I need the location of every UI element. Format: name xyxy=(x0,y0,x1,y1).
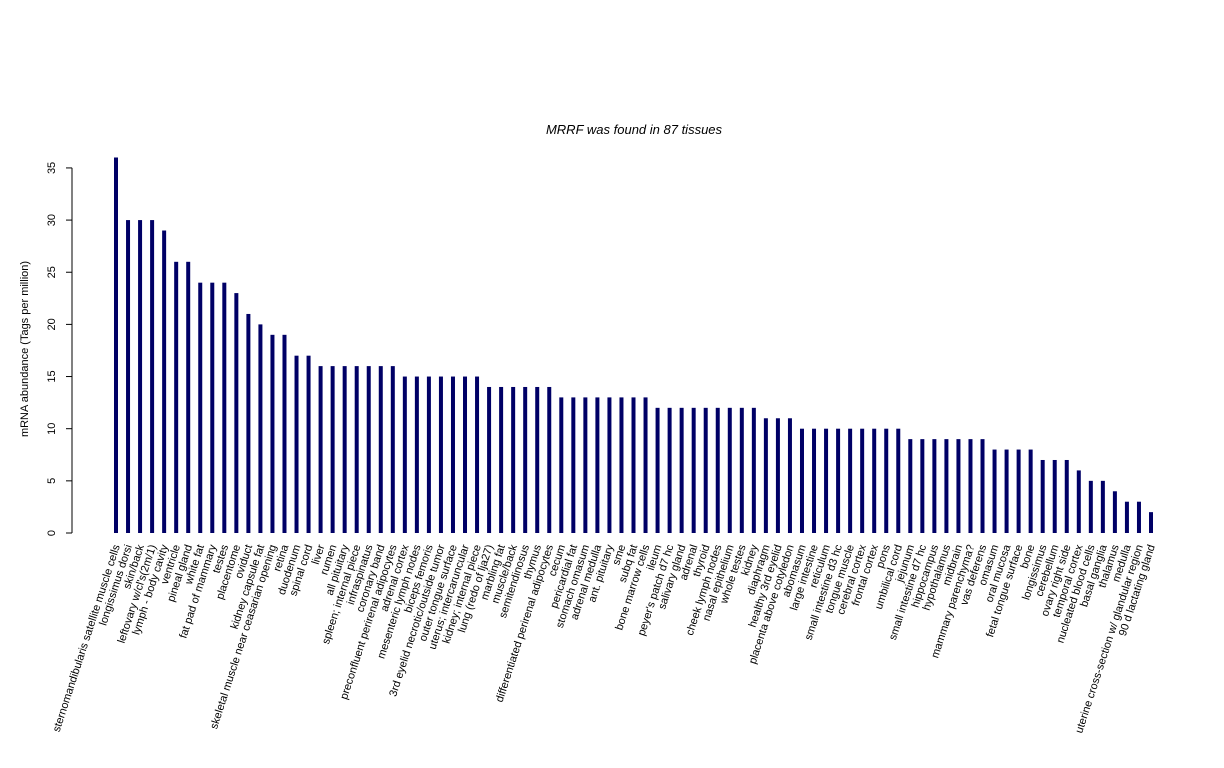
bar xyxy=(992,449,997,533)
bar xyxy=(1112,491,1117,533)
bar xyxy=(138,220,143,534)
bar xyxy=(378,366,383,533)
bar xyxy=(703,407,708,533)
bar xyxy=(535,386,540,533)
bar xyxy=(282,334,287,533)
bar xyxy=(366,366,371,533)
bar xyxy=(583,397,588,533)
bar xyxy=(944,439,949,533)
bar xyxy=(775,418,780,533)
bar xyxy=(607,397,612,533)
bar xyxy=(619,397,624,533)
bar xyxy=(246,313,251,533)
bar xyxy=(294,355,299,533)
bar xyxy=(860,428,865,533)
bar xyxy=(342,366,347,533)
bar xyxy=(679,407,684,533)
bar xyxy=(932,439,937,533)
bar xyxy=(643,397,648,533)
bar xyxy=(595,397,600,533)
bar xyxy=(1136,501,1141,533)
bar xyxy=(1064,459,1069,533)
y-tick-label: 20 xyxy=(46,318,58,330)
bar xyxy=(330,366,335,533)
y-tick-label: 25 xyxy=(46,266,58,278)
bar xyxy=(980,439,985,533)
bar xyxy=(787,418,792,533)
bar xyxy=(487,386,492,533)
bar xyxy=(390,366,395,533)
bar xyxy=(402,376,407,533)
bar xyxy=(799,428,804,533)
bar xyxy=(150,220,155,534)
y-tick-label: 0 xyxy=(46,530,58,536)
y-tick-label: 5 xyxy=(46,478,58,484)
bar xyxy=(1052,459,1057,533)
bar xyxy=(884,428,889,533)
bar xyxy=(631,397,636,533)
bar xyxy=(872,428,877,533)
bar xyxy=(727,407,732,533)
bar xyxy=(739,407,744,533)
bar xyxy=(655,407,660,533)
bar xyxy=(968,439,973,533)
bar xyxy=(691,407,696,533)
bar xyxy=(1004,449,1009,533)
bar xyxy=(523,386,528,533)
bar xyxy=(499,386,504,533)
bar xyxy=(547,386,552,533)
bar xyxy=(1076,470,1081,533)
bar xyxy=(836,428,841,533)
x-tick-label: sternomandibularis satellite muscle cell… xyxy=(51,543,123,734)
bar xyxy=(414,376,419,533)
bar xyxy=(908,439,913,533)
y-tick-label: 30 xyxy=(46,214,58,226)
bar xyxy=(896,428,901,533)
y-tick-label: 10 xyxy=(46,423,58,435)
bar xyxy=(511,386,516,533)
bar xyxy=(162,230,167,533)
bar xyxy=(450,376,455,533)
bar xyxy=(463,376,468,533)
bar xyxy=(438,376,443,533)
bar xyxy=(186,261,191,533)
bar xyxy=(1028,449,1033,533)
bar xyxy=(174,261,179,533)
bar xyxy=(812,428,817,533)
y-tick-label: 35 xyxy=(46,162,58,174)
bar xyxy=(1100,480,1105,533)
bar xyxy=(956,439,961,533)
bar xyxy=(426,376,431,533)
bar xyxy=(234,293,239,533)
y-tick-label: 15 xyxy=(46,370,58,382)
bar xyxy=(1088,480,1093,533)
bar xyxy=(1124,501,1129,533)
bar xyxy=(1149,512,1153,533)
bar xyxy=(354,366,359,533)
bar xyxy=(848,428,853,533)
bar xyxy=(222,282,227,533)
bar xyxy=(751,407,756,533)
bar xyxy=(559,397,564,533)
bar xyxy=(475,376,480,533)
bar xyxy=(824,428,829,533)
bar xyxy=(715,407,720,533)
bar xyxy=(210,282,215,533)
bar xyxy=(306,355,311,533)
bar xyxy=(667,407,672,533)
bar xyxy=(270,334,275,533)
bar xyxy=(198,282,203,533)
bar xyxy=(318,366,323,533)
chart-title: MRRF was found in 87 tissues xyxy=(546,122,723,137)
y-axis-label: mRNA abundance (Tags per million) xyxy=(19,261,31,437)
bar xyxy=(763,418,768,533)
bar xyxy=(114,157,118,533)
bar xyxy=(1040,459,1045,533)
bar xyxy=(258,324,263,533)
bar xyxy=(1016,449,1021,533)
bar xyxy=(920,439,925,533)
bar xyxy=(126,220,131,534)
bar xyxy=(571,397,576,533)
